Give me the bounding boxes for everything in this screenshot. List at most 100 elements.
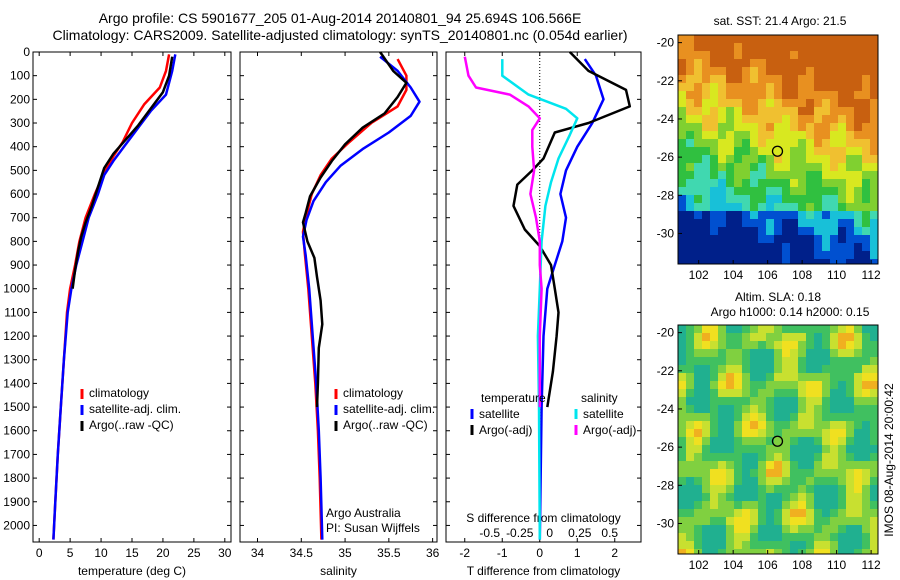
map-cell (846, 219, 854, 227)
map-cell (814, 115, 822, 123)
map-cell (726, 251, 734, 259)
map-cell (838, 83, 846, 91)
map-cell (782, 325, 790, 333)
map-cell (790, 469, 798, 477)
map-cell (774, 429, 782, 437)
map-cell (694, 219, 702, 227)
map-cell (798, 179, 806, 187)
map-cell (822, 235, 830, 243)
map-cell (798, 501, 806, 509)
map-cell (694, 541, 702, 549)
map-cell (718, 429, 726, 437)
map-cell (702, 67, 710, 75)
map-cell (726, 357, 734, 365)
map-cell (806, 437, 814, 445)
map-cell (694, 461, 702, 469)
map-cell (814, 187, 822, 195)
map-cell (846, 325, 854, 333)
map-cell (686, 219, 694, 227)
map-cell (830, 453, 838, 461)
map-cell (846, 485, 854, 493)
map-cell (854, 445, 862, 453)
map-cell (822, 333, 830, 341)
map-cell (870, 357, 878, 365)
map-cell (734, 147, 742, 155)
map-cell (822, 35, 830, 43)
map-cell (790, 437, 798, 445)
map-cell (830, 413, 838, 421)
map-cell (822, 179, 830, 187)
map-cell (726, 333, 734, 341)
map-cell (870, 179, 878, 187)
map-cell (758, 91, 766, 99)
map-cell (830, 421, 838, 429)
map-cell (806, 461, 814, 469)
map-cell (710, 99, 718, 107)
map-x-tick-label: 110 (827, 268, 846, 282)
map-cell (782, 365, 790, 373)
map-cell (686, 445, 694, 453)
map-cell (726, 469, 734, 477)
map-cell (790, 493, 798, 501)
map-cell (766, 115, 774, 123)
map-cell (782, 453, 790, 461)
map-cell (846, 187, 854, 195)
map-cell (830, 477, 838, 485)
y-tick-label: 800 (10, 234, 30, 248)
map-cell (822, 405, 830, 413)
map-cell (678, 493, 686, 501)
map-cell (742, 171, 750, 179)
map-cell (838, 171, 846, 179)
map-cell (694, 325, 702, 333)
map-cell (686, 203, 694, 211)
map-cell (854, 35, 862, 43)
map-cell (782, 541, 790, 549)
y-tick-label: 100 (10, 69, 30, 83)
map-cell (798, 413, 806, 421)
map-cell (702, 541, 710, 549)
map-cell (726, 461, 734, 469)
map-cell (830, 405, 838, 413)
map-cell (862, 493, 870, 501)
map-cell (862, 227, 870, 235)
map-cell (742, 469, 750, 477)
map-x-tick-label: 106 (758, 558, 778, 572)
map-cell (686, 373, 694, 381)
map-cell (750, 325, 758, 333)
map-cell (854, 485, 862, 493)
map-cell (806, 333, 814, 341)
map-cell (742, 155, 750, 163)
map-cell (750, 91, 758, 99)
map-cell (790, 43, 798, 51)
map-cell (814, 477, 822, 485)
map-cell (806, 251, 814, 259)
sla-map-title-line1: Altim. SLA: 0.18 (735, 290, 821, 304)
map-cell (830, 211, 838, 219)
map-cell (758, 219, 766, 227)
map-cell (870, 211, 878, 219)
map-cell (806, 123, 814, 131)
map-cell (830, 373, 838, 381)
map-cell (846, 35, 854, 43)
map-cell (822, 525, 830, 533)
map-cell (734, 397, 742, 405)
map-cell (694, 75, 702, 83)
map-cell (734, 131, 742, 139)
map-cell (718, 59, 726, 67)
series-line-salinity-satellite (501, 59, 579, 540)
map-cell (766, 203, 774, 211)
map-cell (814, 107, 822, 115)
map-cell (766, 485, 774, 493)
map-cell (814, 349, 822, 357)
map-cell (758, 227, 766, 235)
map-cell (742, 51, 750, 59)
map-cell (678, 509, 686, 517)
map-cell (806, 171, 814, 179)
map-cell (758, 107, 766, 115)
map-cell (774, 75, 782, 83)
map-cell (702, 171, 710, 179)
map-cell (862, 91, 870, 99)
map-cell (790, 99, 798, 107)
map-cell (830, 43, 838, 51)
map-cell (766, 51, 774, 59)
